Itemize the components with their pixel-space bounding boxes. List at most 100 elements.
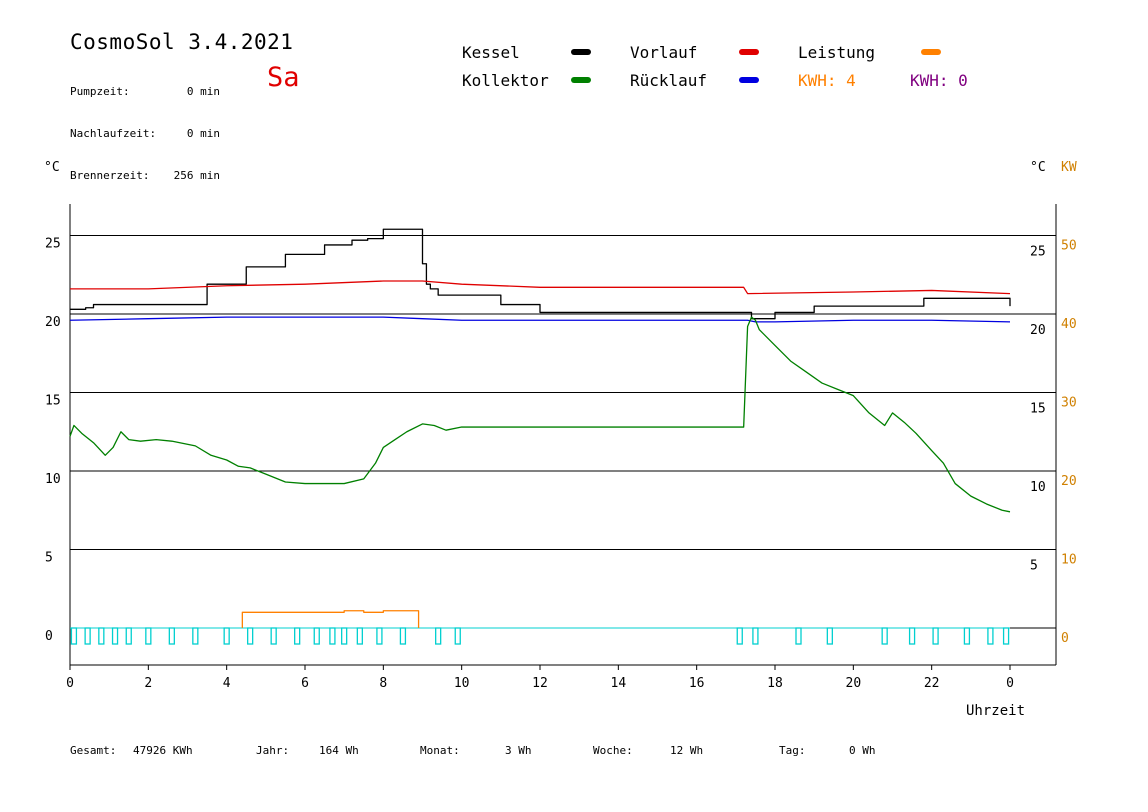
y-tick-label-right: 5: [1030, 559, 1038, 574]
x-tick-label: 0: [1006, 676, 1014, 691]
pump-cycle-mark: [313, 627, 320, 645]
page-title: CosmoSol 3.4.2021: [70, 30, 294, 54]
info-pumpzeit: Pumpzeit: 0 min: [70, 85, 220, 99]
pump-cycle-mark: [435, 627, 442, 645]
kw-tick-label: 10: [1061, 553, 1077, 568]
weekday-label: Sa: [267, 62, 300, 93]
pump-cycle-mark: [826, 627, 833, 645]
pump-cycle-mark: [70, 627, 78, 645]
legend-kwh-secondary: KWH: 0: [910, 71, 968, 90]
footer-jahr-label: Jahr:: [256, 744, 290, 757]
footer-jahr-value: 164 Wh: [319, 744, 359, 757]
pump-cycle-mark: [168, 627, 175, 645]
pump-cycle-mark: [84, 627, 91, 645]
pump-cycle-mark: [125, 627, 132, 645]
pump-cycle-mark: [454, 627, 461, 645]
y-tick-label-left: 5: [45, 551, 53, 566]
x-axis-label: Uhrzeit: [966, 703, 1025, 719]
x-tick-label: 16: [689, 676, 705, 691]
footer-woche-value: 12 Wh: [670, 744, 704, 757]
info-label: Pumpzeit:: [70, 85, 130, 98]
x-tick-label: 18: [767, 676, 783, 691]
y-tick-label-left: 0: [45, 629, 53, 644]
x-tick-label: 0: [66, 676, 74, 691]
info-value: 0 min: [186, 127, 220, 140]
y-axis-unit-left: °C: [44, 160, 60, 175]
legend-kessel-swatch: [571, 49, 591, 55]
kw-tick-label: 30: [1061, 396, 1077, 411]
x-tick-label: 10: [454, 676, 470, 691]
pump-cycle-mark: [270, 627, 277, 645]
pump-cycle-mark: [908, 627, 916, 645]
series-vorlauf-line: [70, 280, 1011, 295]
series-leistung-line: [241, 610, 420, 628]
pump-cycle-mark: [795, 627, 802, 645]
series-kollektor-line: [69, 316, 1011, 513]
legend-leistung-swatch: [921, 49, 941, 55]
pump-cycle-mark: [932, 627, 939, 645]
kw-tick-label: 20: [1061, 474, 1077, 489]
legend-vorlauf-swatch: [739, 49, 759, 55]
y-axis-unit-right: °C: [1030, 160, 1046, 175]
pump-cycle-mark: [963, 627, 971, 645]
chart-axes: [69, 204, 1057, 666]
info-nachlaufzeit: Nachlaufzeit: 0 min: [70, 127, 220, 141]
pump-cycle-mark: [987, 627, 994, 645]
chart-ticks: 0 2 4 6 8 10 12 14 16 18 20 22 0 0 5 10 15 20 25 5 10 15 20 25 0…: [45, 237, 1077, 692]
y-tick-label-right: 15: [1030, 402, 1046, 417]
footer-monat-label: Monat:: [420, 744, 460, 757]
footer-monat-value: 3 Wh: [505, 744, 532, 757]
pump-cycle-mark: [98, 627, 105, 645]
pump-cycle-mark: [329, 627, 336, 645]
pump-cycle-mark: [752, 627, 759, 645]
x-tick-label: 8: [379, 676, 387, 691]
info-brennerzeit: Brennerzeit: 256 min: [70, 169, 220, 183]
y-tick-label-left: 15: [45, 394, 61, 409]
info-block: Pumpzeit: 0 min Nachlaufzeit: 0 min Bren…: [70, 57, 220, 197]
y-tick-label-right: 25: [1030, 245, 1046, 260]
info-label: Brennerzeit:: [70, 169, 150, 182]
x-tick-label: 2: [144, 676, 152, 691]
legend-kollektor-swatch: [571, 77, 591, 83]
pump-cycle-mark: [111, 627, 119, 645]
chart-series: [69, 228, 1011, 628]
x-tick-label: 14: [611, 676, 627, 691]
legend-kwh-total: KWH: 4: [798, 71, 856, 90]
pump-cycle-mark: [294, 627, 301, 645]
x-tick-label: 6: [301, 676, 309, 691]
y-tick-label-right: 10: [1030, 480, 1046, 495]
x-tick-label: 4: [223, 676, 231, 691]
pump-cycle-mark: [881, 627, 888, 645]
pump-cycle-mark: [736, 627, 743, 645]
pump-cycle-mark: [145, 627, 152, 645]
kw-tick-label: 40: [1061, 317, 1077, 332]
legend-leistung: Leistung: [798, 43, 876, 62]
footer-gesamt-value: 47926 KWh: [133, 744, 193, 757]
footer-tag-label: Tag:: [779, 744, 806, 757]
kw-axis-unit: KW: [1061, 160, 1077, 175]
pump-cycle-mark: [192, 627, 199, 645]
legend-kessel: Kessel: [462, 43, 520, 62]
x-tick-label: 12: [532, 676, 548, 691]
pump-cycle-mark: [399, 627, 407, 645]
x-tick-label: 20: [846, 676, 862, 691]
pump-cycles: [70, 627, 1010, 645]
footer-tag-value: 0 Wh: [849, 744, 876, 757]
pump-cycle-mark: [247, 627, 254, 645]
chart-grid: [70, 235, 1056, 629]
info-value: 256 min: [173, 169, 220, 182]
footer-gesamt-label: Gesamt:: [70, 744, 117, 757]
series-kessel-line: [70, 228, 1011, 320]
y-tick-label-right: 20: [1030, 323, 1046, 338]
pump-cycle-mark: [341, 627, 348, 645]
legend-kollektor: Kollektor: [462, 71, 549, 90]
kw-tick-label: 50: [1061, 239, 1077, 254]
pump-cycle-mark: [223, 627, 230, 645]
y-tick-label-left: 25: [45, 237, 61, 252]
legend-vorlauf: Vorlauf: [630, 43, 698, 62]
footer-woche-label: Woche:: [593, 744, 633, 757]
legend-ruecklauf-swatch: [739, 77, 759, 83]
info-label: Nachlaufzeit:: [70, 127, 157, 140]
legend-ruecklauf: Rücklauf: [630, 71, 708, 90]
